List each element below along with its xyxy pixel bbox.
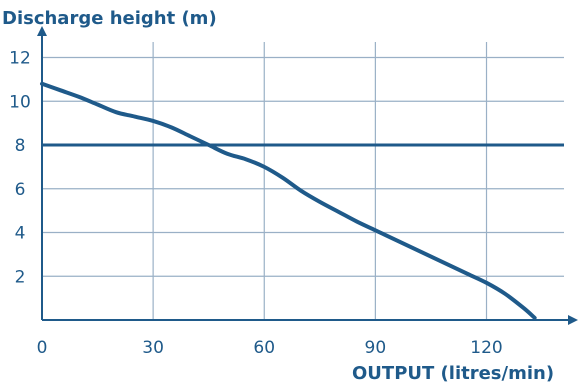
grid (42, 42, 564, 320)
x-tick-label-90: 90 (365, 338, 387, 358)
axes (37, 26, 578, 325)
y-tick-label-10: 10 (9, 92, 31, 112)
y-tick-label-12: 12 (9, 49, 31, 69)
series-line-0 (40, 81, 537, 320)
x-axis-arrow (568, 315, 578, 325)
y-tick-label-8: 8 (15, 136, 26, 156)
x-axis-label: OUTPUT (litres/min) (352, 363, 554, 384)
y-tick-label-6: 6 (15, 180, 26, 200)
x-tick-label-30: 30 (142, 338, 164, 358)
tick-labels: 0 30 60 90 120 2 4 6 8 10 12 (9, 49, 503, 359)
y-tick-label-4: 4 (15, 224, 26, 244)
y-axis-arrow (37, 26, 47, 36)
x-tick-label-120: 120 (470, 338, 502, 358)
x-tick-label-0: 0 (37, 338, 48, 358)
y-tick-label-2: 2 (15, 267, 26, 287)
series-layer (40, 81, 537, 320)
x-tick-label-60: 60 (253, 338, 275, 358)
y-axis-label: Discharge height (m) (2, 8, 217, 29)
